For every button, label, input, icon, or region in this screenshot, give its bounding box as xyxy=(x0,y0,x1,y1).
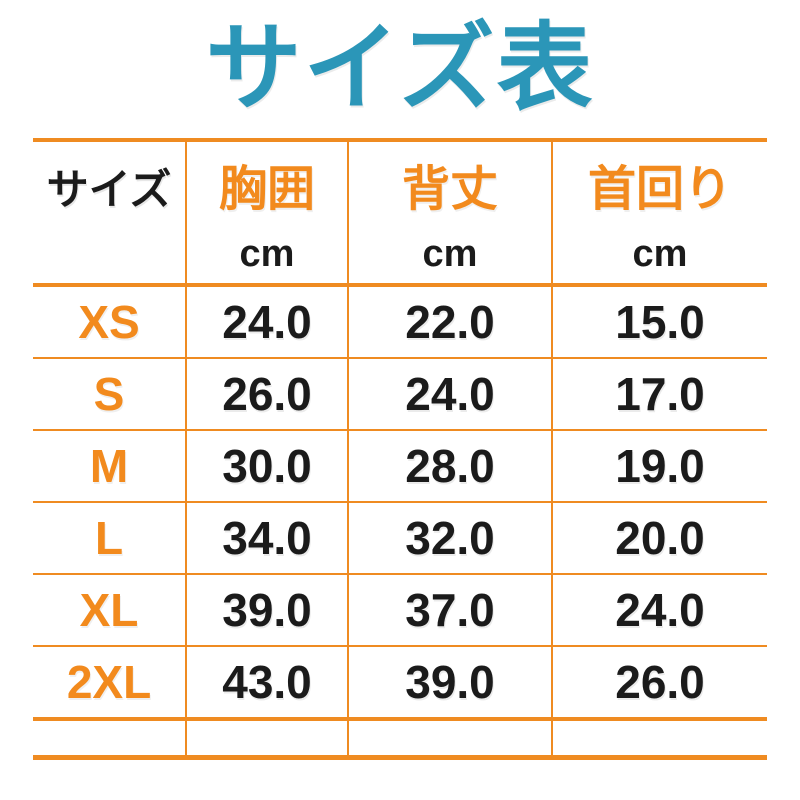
header-neck-unit: cm xyxy=(632,233,688,275)
neck-cell: 17.0 xyxy=(615,368,705,420)
size-cell: M xyxy=(33,431,187,501)
empty-cell xyxy=(33,721,187,755)
back-cell: 39.0 xyxy=(349,647,553,717)
header-neck-label: 首回り xyxy=(587,163,732,216)
empty-cell xyxy=(187,721,349,755)
chest-cell: 43.0 xyxy=(187,647,349,717)
chest-cell: 26.0 xyxy=(187,359,349,429)
neck-cell: 19.0 xyxy=(615,440,705,492)
empty-cell xyxy=(553,721,767,755)
back-cell: 37.0 xyxy=(349,575,553,645)
size-cell: L xyxy=(33,503,187,573)
neck-cell: 24.0 xyxy=(615,584,705,636)
neck-cell: 20.0 xyxy=(615,512,705,564)
table-row-2xl: 2XL 43.0 39.0 26.0 xyxy=(33,647,767,719)
page-title: サイズ表 xyxy=(205,15,595,122)
header-cell-chest: 胸囲 cm xyxy=(187,142,349,283)
table-row-m: M 30.0 28.0 19.0 xyxy=(33,431,767,503)
header-chest-unit: cm xyxy=(239,233,295,275)
back-cell: 28.0 xyxy=(349,431,553,501)
header-cell-size: サイズ xyxy=(33,142,187,283)
chest-cell: 24.0 xyxy=(187,287,349,357)
size-cell: S xyxy=(33,359,187,429)
neck-cell: 15.0 xyxy=(615,296,705,348)
back-cell: 22.0 xyxy=(349,287,553,357)
table-row-xl: XL 39.0 37.0 24.0 xyxy=(33,575,767,647)
size-cell: XL xyxy=(33,575,187,645)
back-cell: 32.0 xyxy=(349,503,553,573)
header-chest-label: 胸囲 xyxy=(218,163,315,216)
chest-cell: 30.0 xyxy=(187,431,349,501)
size-table: サイズ 胸囲 cm 背丈 cm 首回り cm XS 24.0 22.0 15.0… xyxy=(33,138,767,760)
table-row-xs: XS 24.0 22.0 15.0 xyxy=(33,287,767,359)
table-row-l: L 34.0 32.0 20.0 xyxy=(33,503,767,575)
header-back-label: 背丈 xyxy=(401,163,498,216)
header-cell-neck: 首回り cm xyxy=(553,142,767,283)
chest-cell: 39.0 xyxy=(187,575,349,645)
neck-cell: 26.0 xyxy=(615,656,705,708)
table-header-row: サイズ 胸囲 cm 背丈 cm 首回り cm xyxy=(33,142,767,287)
size-cell: 2XL xyxy=(33,647,187,717)
back-cell: 24.0 xyxy=(349,359,553,429)
header-cell-back: 背丈 cm xyxy=(349,142,553,283)
chest-cell: 34.0 xyxy=(187,503,349,573)
empty-cell xyxy=(349,721,553,755)
size-cell: XS xyxy=(33,287,187,357)
header-back-unit: cm xyxy=(422,233,478,275)
table-row-s: S 26.0 24.0 17.0 xyxy=(33,359,767,431)
title-area: サイズ表 xyxy=(0,0,800,138)
table-row-empty xyxy=(33,719,767,755)
header-size-label: サイズ xyxy=(46,166,172,213)
